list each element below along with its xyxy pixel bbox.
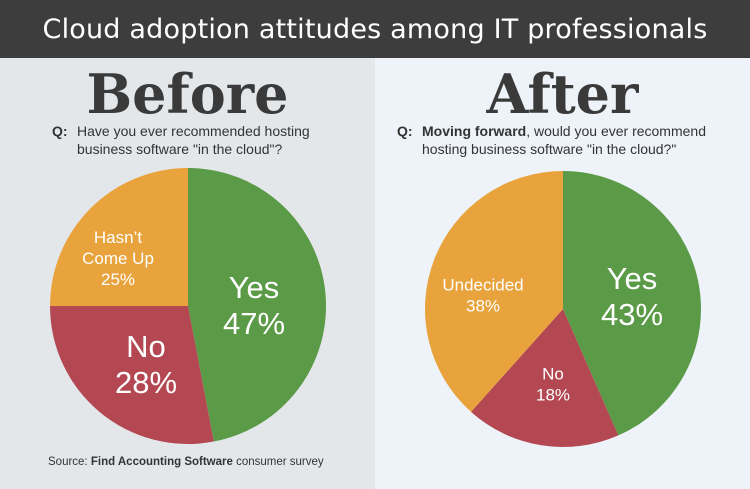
before-slice-yes	[188, 168, 327, 442]
source-prefix: Source:	[48, 456, 88, 468]
after-panel: After Q: Moving forward, would you ever …	[375, 58, 750, 489]
before-hasn-t-come-up-label: Come Up	[82, 249, 154, 268]
after-slice-undecided	[425, 171, 563, 412]
after-question-prefix: Q:	[397, 123, 413, 139]
before-hasn-t-come-up-label: Hasn’t	[94, 228, 142, 247]
before-panel: Before Q: Have you ever recommended host…	[0, 58, 375, 489]
before-slice-hasn-t-come-up	[50, 168, 188, 306]
after-slice-yes	[563, 171, 701, 436]
after-no-label: No	[542, 364, 564, 383]
before-heading: Before	[86, 62, 289, 126]
after-question-emphasis: Moving forward	[422, 123, 527, 139]
after-undecided-label: Undecided	[442, 275, 523, 294]
before-no-value: 28%	[115, 365, 177, 400]
after-heading: After	[486, 62, 639, 126]
before-hasn-t-come-up-value: 25%	[101, 270, 135, 289]
source-name: Find Accounting Software	[90, 456, 233, 468]
title-bar: Cloud adoption attitudes among IT profes…	[0, 0, 750, 58]
after-yes-label: Yes	[607, 261, 658, 296]
source-note: Source: Find Accounting Software consume…	[48, 456, 324, 468]
before-yes-value: 47%	[223, 306, 285, 341]
page-title: Cloud adoption attitudes among IT profes…	[42, 13, 708, 45]
after-yes-value: 43%	[601, 297, 663, 332]
after-question-text: , would you ever recommend hosting busin…	[422, 123, 706, 157]
after-undecided-value: 38%	[466, 296, 500, 315]
source-suffix: consumer survey	[236, 456, 324, 468]
after-slice-no	[470, 309, 619, 447]
before-slice-no	[50, 306, 214, 445]
before-no-label: No	[126, 329, 166, 364]
before-question: Q: Have you ever recommended hosting bus…	[52, 122, 352, 158]
after-no-value: 18%	[536, 385, 570, 404]
after-question: Q: Moving forward, would you ever recomm…	[397, 122, 737, 158]
before-yes-label: Yes	[229, 270, 280, 305]
before-question-text: Have you ever recommended hosting busine…	[77, 123, 310, 157]
after-question-body: Moving forward, would you ever recommend…	[397, 122, 737, 158]
before-question-prefix: Q:	[52, 123, 68, 139]
